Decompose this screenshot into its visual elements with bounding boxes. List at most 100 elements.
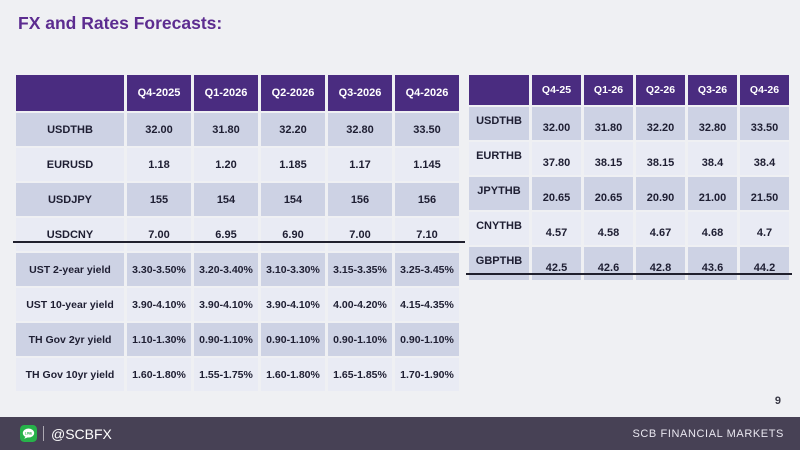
- thb-cross-forecast-table: Q4-25 Q1-26 Q2-26 Q3-26 Q4-26 USDTHB 32.…: [466, 73, 792, 282]
- cell-value: 20.65: [584, 177, 633, 210]
- cell-value: 155: [127, 183, 191, 216]
- cell-value: 3.90-4.10%: [261, 288, 325, 321]
- cell-value: 0.90-1.10%: [261, 323, 325, 356]
- header-cell: Q4-2026: [395, 75, 459, 111]
- page-number: 9: [774, 395, 781, 407]
- row-label: USDJPY: [16, 183, 124, 216]
- cell-value: 3.15-3.35%: [328, 253, 392, 286]
- cell-value: 1.10-1.30%: [127, 323, 191, 356]
- cell-value: 20.90: [636, 177, 685, 210]
- header-cell: [469, 75, 529, 105]
- brand-text: SCB FINANCIAL MARKETS: [632, 427, 784, 440]
- header-cell: Q2-26: [636, 75, 685, 105]
- svg-text:LINE: LINE: [25, 431, 33, 435]
- header-cell: Q4-26: [740, 75, 789, 105]
- footer-divider: [43, 426, 44, 441]
- cell-value: 44.2: [740, 247, 789, 280]
- table-header-row: Q4-25 Q1-26 Q2-26 Q3-26 Q4-26: [469, 75, 789, 105]
- cell-value: 156: [328, 183, 392, 216]
- cell-value: 42.8: [636, 247, 685, 280]
- table-row: UST 2-year yield 3.30-3.50% 3.20-3.40% 3…: [16, 253, 459, 286]
- cell-value: 3.90-4.10%: [194, 288, 258, 321]
- table-row: CNYTHB 4.57 4.58 4.67 4.68 4.7: [469, 212, 789, 245]
- cell-value: 31.80: [584, 107, 633, 140]
- header-cell: Q2-2026: [261, 75, 325, 111]
- cell-value: 6.90: [261, 218, 325, 251]
- cell-value: 32.80: [328, 113, 392, 146]
- cell-value: 7.10: [395, 218, 459, 251]
- cell-value: 21.50: [740, 177, 789, 210]
- header-cell: Q4-2025: [127, 75, 191, 111]
- cell-value: 33.50: [740, 107, 789, 140]
- cell-value: 0.90-1.10%: [194, 323, 258, 356]
- row-label: TH Gov 2yr yield: [16, 323, 124, 356]
- table-row: EURUSD 1.18 1.20 1.185 1.17 1.145: [16, 148, 459, 181]
- row-label: UST 10-year yield: [16, 288, 124, 321]
- table-row: USDTHB 32.00 31.80 32.20 32.80 33.50: [469, 107, 789, 140]
- cell-value: 1.60-1.80%: [127, 358, 191, 391]
- header-cell: Q1-26: [584, 75, 633, 105]
- row-label: EURTHB: [469, 142, 529, 175]
- row-label: USDCNY: [16, 218, 124, 251]
- cell-value: 20.65: [532, 177, 581, 210]
- cell-value: 154: [194, 183, 258, 216]
- cell-value: 4.15-4.35%: [395, 288, 459, 321]
- footer-bar: LINE @SCBFX SCB FINANCIAL MARKETS: [0, 417, 800, 450]
- cell-value: 156: [395, 183, 459, 216]
- cell-value: 3.20-3.40%: [194, 253, 258, 286]
- line-app-icon: LINE: [20, 425, 37, 442]
- cell-value: 1.145: [395, 148, 459, 181]
- cell-value: 4.7: [740, 212, 789, 245]
- cell-value: 37.80: [532, 142, 581, 175]
- header-cell: [16, 75, 124, 111]
- cell-value: 33.50: [395, 113, 459, 146]
- row-label: UST 2-year yield: [16, 253, 124, 286]
- table-bottom-border: [466, 273, 792, 275]
- cell-value: 42.6: [584, 247, 633, 280]
- table-row: JPYTHB 20.65 20.65 20.90 21.00 21.50: [469, 177, 789, 210]
- cell-value: 38.15: [584, 142, 633, 175]
- cell-value: 32.00: [532, 107, 581, 140]
- cell-value: 32.80: [688, 107, 737, 140]
- cell-value: 4.67: [636, 212, 685, 245]
- row-label: CNYTHB: [469, 212, 529, 245]
- header-cell: Q4-25: [532, 75, 581, 105]
- cell-value: 32.20: [636, 107, 685, 140]
- cell-value: 7.00: [127, 218, 191, 251]
- row-label: GBPTHB: [469, 247, 529, 280]
- cell-value: 32.00: [127, 113, 191, 146]
- cell-value: 3.90-4.10%: [127, 288, 191, 321]
- row-label: USDTHB: [469, 107, 529, 140]
- table-row: USDJPY 155 154 154 156 156: [16, 183, 459, 216]
- table-row: USDTHB 32.00 31.80 32.20 32.80 33.50: [16, 113, 459, 146]
- table-row: TH Gov 2yr yield 1.10-1.30% 0.90-1.10% 0…: [16, 323, 459, 356]
- cell-value: 0.90-1.10%: [395, 323, 459, 356]
- cell-value: 1.70-1.90%: [395, 358, 459, 391]
- header-cell: Q3-26: [688, 75, 737, 105]
- cell-value: 1.185: [261, 148, 325, 181]
- cell-value: 3.25-3.45%: [395, 253, 459, 286]
- header-cell: Q1-2026: [194, 75, 258, 111]
- cell-value: 1.18: [127, 148, 191, 181]
- table-row: USDCNY 7.00 6.95 6.90 7.00 7.10: [16, 218, 459, 251]
- cell-value: 0.90-1.10%: [328, 323, 392, 356]
- cell-value: 38.4: [740, 142, 789, 175]
- page-title: FX and Rates Forecasts:: [18, 13, 223, 33]
- cell-value: 4.58: [584, 212, 633, 245]
- cell-value: 38.15: [636, 142, 685, 175]
- table-header-row: Q4-2025 Q1-2026 Q2-2026 Q3-2026 Q4-2026: [16, 75, 459, 111]
- cell-value: 3.10-3.30%: [261, 253, 325, 286]
- cell-value: 31.80: [194, 113, 258, 146]
- cell-value: 32.20: [261, 113, 325, 146]
- cell-value: 38.4: [688, 142, 737, 175]
- cell-value: 1.20: [194, 148, 258, 181]
- cell-value: 154: [261, 183, 325, 216]
- header-cell: Q3-2026: [328, 75, 392, 111]
- cell-value: 1.65-1.85%: [328, 358, 392, 391]
- cell-value: 4.57: [532, 212, 581, 245]
- table-row: TH Gov 10yr yield 1.60-1.80% 1.55-1.75% …: [16, 358, 459, 391]
- cell-value: 7.00: [328, 218, 392, 251]
- cell-value: 43.6: [688, 247, 737, 280]
- line-handle: @SCBFX: [51, 425, 112, 442]
